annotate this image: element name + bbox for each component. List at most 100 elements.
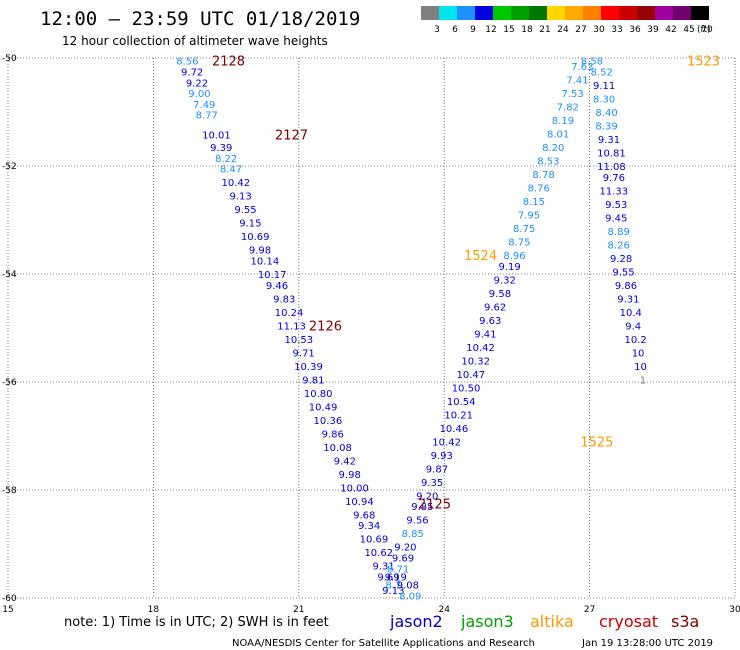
swh-value: 8.76 xyxy=(528,184,550,195)
y-tick-label: -50 xyxy=(2,54,17,64)
scale-swatch-6 xyxy=(439,6,457,20)
scale-label: 6 xyxy=(452,25,458,35)
swh-value: 9.20 xyxy=(416,491,438,502)
scale-label: 9 xyxy=(470,25,476,35)
swh-value: 9.53 xyxy=(605,200,627,211)
swh-value: 10.69 xyxy=(360,535,389,546)
swh-value: 8.85 xyxy=(402,529,424,540)
y-tick-label: -58 xyxy=(2,486,17,496)
swh-value: 10 xyxy=(632,348,645,359)
scale-label: 45 xyxy=(683,25,694,35)
pass-labels: 2128 2127 2126 2125 1524 1525 1523 xyxy=(212,55,720,513)
scale-swatch-27 xyxy=(565,6,583,20)
swh-value: 9.69 xyxy=(392,554,414,565)
scale-label: 39 xyxy=(647,25,659,35)
scale-label: 36 xyxy=(629,25,641,35)
y-tick-label: -52 xyxy=(2,162,17,172)
y-tick-label: -54 xyxy=(2,270,17,280)
swh-value: 9.81 xyxy=(302,375,324,386)
swh-value: 10.42 xyxy=(432,437,461,448)
swh-value: 8.56 xyxy=(176,57,198,68)
swh-value: 9.46 xyxy=(266,281,288,292)
swh-value: 10.94 xyxy=(345,497,374,508)
swh-value: 11.08 xyxy=(597,162,626,173)
swh-value: 8.20 xyxy=(542,143,564,154)
scale-label: 3 xyxy=(434,25,440,35)
legend-jason2: jason2 xyxy=(389,612,443,631)
scale-swatch-3 xyxy=(421,6,439,20)
swh-value: 8.78 xyxy=(532,170,554,181)
satellite-legend: jason2 jason3 altika cryosat s3a xyxy=(389,612,699,631)
scale-swatch-70 xyxy=(691,6,709,20)
scale-label: 42 xyxy=(665,25,676,35)
swh-value: 7.41 xyxy=(566,76,588,87)
chart-title: 12:00 – 23:59 UTC 01/18/2019 xyxy=(40,8,360,30)
swh-value: 9.62 xyxy=(484,302,506,313)
scale-swatch-12 xyxy=(475,6,493,20)
axes: 15 18 21 24 27 30 -50 -52 -54 -56 -58 -60 xyxy=(2,54,740,615)
swh-value: 8.71 xyxy=(387,564,409,575)
swh-value: 9.58 xyxy=(489,289,511,300)
swh-value: 9.34 xyxy=(358,521,380,532)
swh-value: 9.31 xyxy=(598,135,620,146)
swh-value: 11.33 xyxy=(600,186,629,197)
swh-value: 8.75 xyxy=(513,224,535,235)
swh-value: 8.01 xyxy=(547,130,569,141)
legend-altika: altika xyxy=(530,612,574,631)
swh-value: 8.58 xyxy=(581,57,603,68)
swh-value: 8.75 xyxy=(508,238,530,249)
swh-value: 10.42 xyxy=(221,178,250,189)
scale-swatch-18 xyxy=(511,6,529,20)
scale-swatch-30 xyxy=(583,6,601,20)
x-tick-label: 21 xyxy=(293,605,304,615)
scale-swatch-9 xyxy=(457,6,475,20)
swh-value: 10.81 xyxy=(597,149,626,160)
scale-swatch-33 xyxy=(601,6,619,20)
swh-value: 8.77 xyxy=(196,111,218,122)
swh-value: 8.47 xyxy=(220,165,242,176)
scale-label: 18 xyxy=(521,25,533,35)
scale-label: 24 xyxy=(557,25,569,35)
swh-value: 9.86 xyxy=(322,429,344,440)
swh-value: 8.30 xyxy=(593,95,615,106)
swh-value: 9.68 xyxy=(353,510,375,521)
footer-agency: NOAA/NESDIS Center for Satellite Applica… xyxy=(232,638,535,649)
swh-value: 10 xyxy=(634,362,647,373)
swh-value: 8.26 xyxy=(608,240,630,251)
legend-s3a: s3a xyxy=(671,612,699,631)
swh-value: 8.39 xyxy=(595,122,617,133)
data-points: 8.569.729.229.007.498.7710.019.398.228.4… xyxy=(176,57,647,603)
pass-label-1523: 1523 xyxy=(687,55,720,70)
y-tick-label: -60 xyxy=(2,594,17,604)
swh-value: 9.35 xyxy=(421,478,443,489)
swh-value: 10.54 xyxy=(447,397,476,408)
swh-value: 9.22 xyxy=(186,78,208,89)
swh-value: 10.21 xyxy=(444,410,473,421)
swh-value: 9.08 xyxy=(397,581,419,592)
pass-label-1525: 1525 xyxy=(580,435,613,450)
swh-value: 8.89 xyxy=(608,227,630,238)
swh-value: 9.15 xyxy=(239,219,261,230)
pass-label-2127: 2127 xyxy=(275,129,308,144)
swh-value: 9.00 xyxy=(188,89,210,100)
swh-value: 9.19 xyxy=(385,572,407,583)
chart-subtitle: 12 hour collection of altimeter wave hei… xyxy=(62,34,328,48)
swh-value: 7.63 xyxy=(571,62,593,73)
swh-value: 9.13 xyxy=(230,192,252,203)
swh-value: 9.56 xyxy=(406,516,428,527)
swh-value: 10.39 xyxy=(294,362,323,373)
swh-value: 10.42 xyxy=(466,343,495,354)
swh-value: 10.4 xyxy=(620,308,642,319)
x-tick-label: 15 xyxy=(2,605,13,615)
swh-value: 9.20 xyxy=(394,543,416,554)
swh-value: 9.32 xyxy=(494,275,516,286)
swh-value: 9.41 xyxy=(474,329,496,340)
swh-value: 10.24 xyxy=(275,308,304,319)
swh-value: 11.13 xyxy=(277,321,306,332)
swh-value: 10.00 xyxy=(340,483,369,494)
pass-label-1524: 1524 xyxy=(464,249,497,264)
scale-swatch-15 xyxy=(493,6,511,20)
x-tick-label: 27 xyxy=(584,605,595,615)
color-scale: 3 6 9 12 15 18 21 24 27 30 33 36 39 42 45 70(ft) xyxy=(421,6,713,35)
